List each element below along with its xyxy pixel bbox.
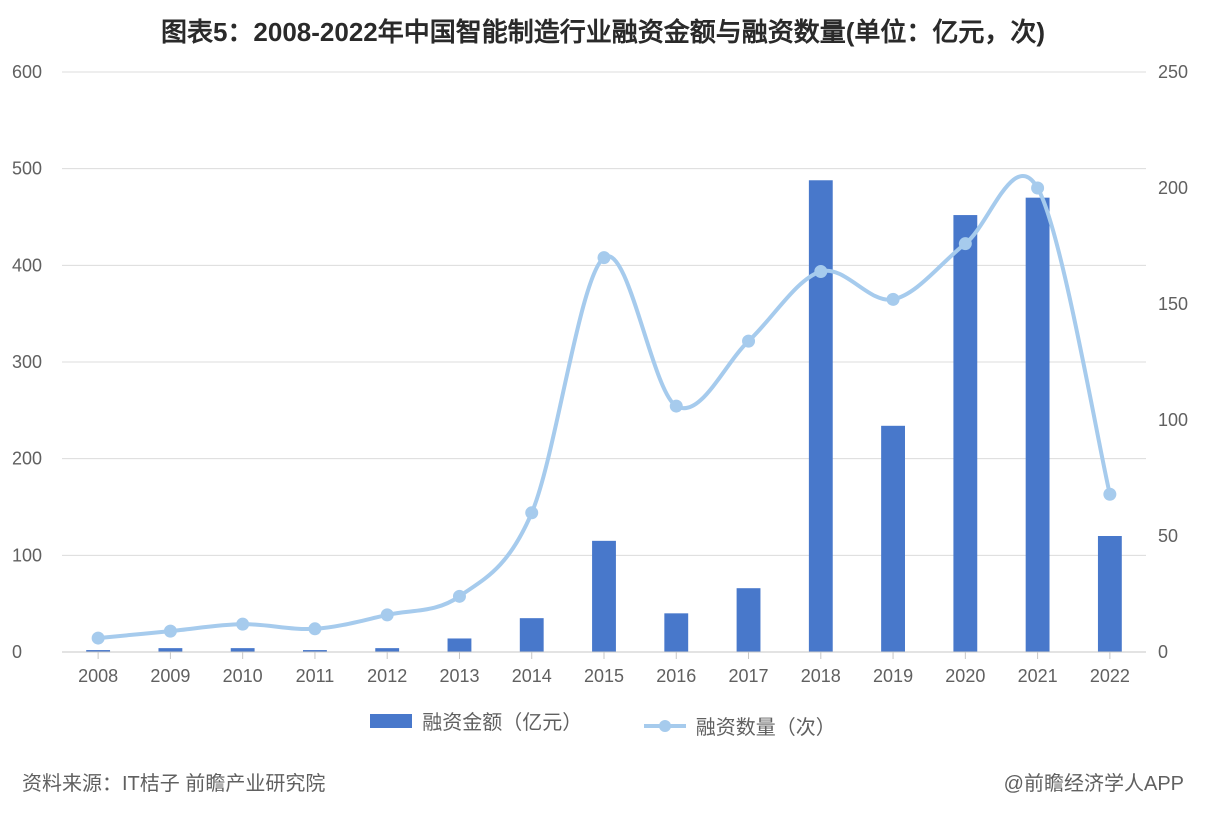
x-tick: 2022 [1090, 666, 1130, 686]
legend-line-swatch [644, 724, 686, 728]
y-left-tick: 500 [12, 159, 42, 179]
line-marker [1104, 488, 1116, 500]
line-marker [815, 266, 827, 278]
x-tick: 2013 [439, 666, 479, 686]
bar [881, 426, 905, 652]
source-label: 资料来源：IT桔子 前瞻产业研究院 [22, 767, 325, 796]
y-left-tick: 300 [12, 352, 42, 372]
line-marker [526, 507, 538, 519]
bar [809, 180, 833, 652]
x-tick: 2015 [584, 666, 624, 686]
line-marker [237, 618, 249, 630]
line-marker [92, 632, 104, 644]
y-right-tick: 50 [1158, 526, 1178, 546]
y-left-tick: 400 [12, 255, 42, 275]
legend-bar-swatch [370, 714, 412, 728]
legend-line-label: 融资数量（次） [696, 711, 836, 740]
line-marker [381, 609, 393, 621]
bar [231, 648, 255, 652]
x-tick: 2020 [945, 666, 985, 686]
bar [448, 638, 472, 652]
y-left-tick: 600 [12, 62, 42, 82]
line-marker [164, 625, 176, 637]
chart-container: 0 100 200 300 400 500 600 0 50 100 150 200 250 2008 20… [0, 52, 1206, 724]
x-tick: 2018 [801, 666, 841, 686]
footer: 资料来源：IT桔子 前瞻产业研究院 @前瞻经济学人APP [22, 767, 1184, 796]
y-left-tick: 100 [12, 545, 42, 565]
x-tick: 2009 [150, 666, 190, 686]
bar [664, 613, 688, 652]
x-tick: 2010 [223, 666, 263, 686]
chart-title: 图表5：2008-2022年中国智能制造行业融资金额与融资数量(单位：亿元，次) [0, 12, 1206, 49]
line-marker [1032, 182, 1044, 194]
bar [737, 588, 761, 652]
x-tick: 2021 [1018, 666, 1058, 686]
y-right-tick: 0 [1158, 642, 1168, 662]
x-tick: 2016 [656, 666, 696, 686]
attribution: @前瞻经济学人APP [1004, 767, 1184, 796]
chart-svg: 0 100 200 300 400 500 600 0 50 100 150 200 250 2008 20… [0, 52, 1206, 724]
y-right-tick: 100 [1158, 410, 1188, 430]
bar [375, 648, 399, 652]
line-marker [670, 400, 682, 412]
x-tick: 2019 [873, 666, 913, 686]
legend-bar-label: 融资金额（亿元） [422, 706, 582, 735]
legend: 融资金额（亿元） 融资数量（次） [0, 706, 1206, 740]
x-tick: 2014 [512, 666, 552, 686]
x-tick: 2012 [367, 666, 407, 686]
bar [1098, 536, 1122, 652]
y-right-tick: 250 [1158, 62, 1188, 82]
y-right-tick: 150 [1158, 294, 1188, 314]
bar [158, 648, 182, 652]
bar [953, 215, 977, 652]
legend-item-line: 融资数量（次） [644, 711, 836, 740]
line-marker [743, 335, 755, 347]
legend-item-bar: 融资金额（亿元） [370, 706, 582, 735]
bar [592, 541, 616, 652]
y-left-tick: 200 [12, 449, 42, 469]
line-marker [453, 590, 465, 602]
x-tick: 2017 [729, 666, 769, 686]
line-marker [598, 252, 610, 264]
y-right-tick: 200 [1158, 178, 1188, 198]
bar [520, 618, 544, 652]
line-marker [309, 623, 321, 635]
y-left-tick: 0 [12, 642, 22, 662]
line-marker [887, 293, 899, 305]
line-marker [959, 238, 971, 250]
bar [1026, 198, 1050, 652]
x-tick: 2011 [296, 666, 335, 686]
x-tick: 2008 [78, 666, 118, 686]
